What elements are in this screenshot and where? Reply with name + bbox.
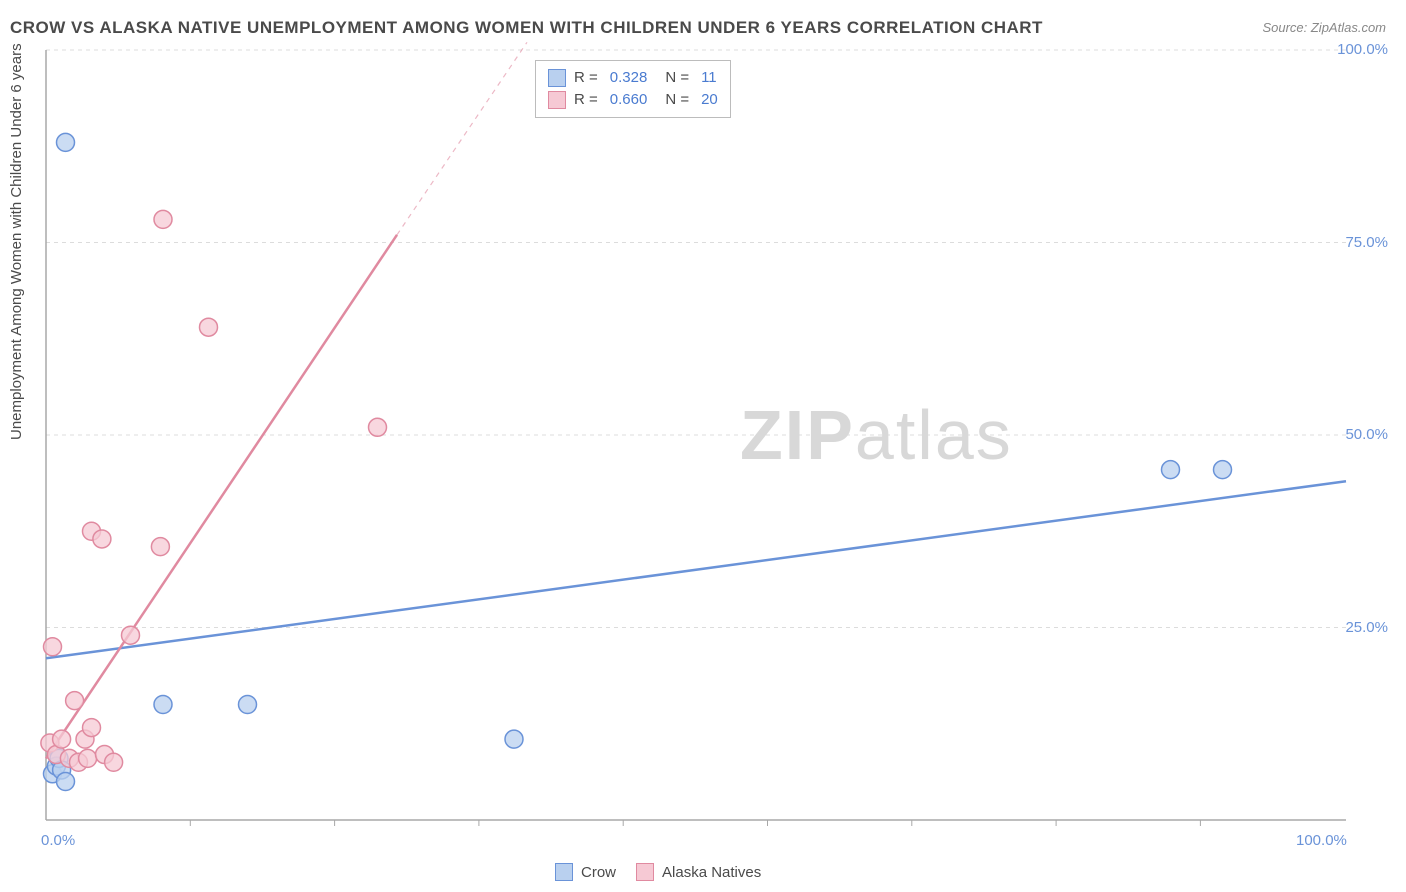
series-legend-item: Crow — [555, 863, 616, 881]
series-legend: Crow Alaska Natives — [555, 863, 761, 881]
y-tick-label: 25.0% — [1345, 619, 1388, 636]
legend-row: R = 0.328 N = 11 — [548, 67, 718, 89]
legend-r-value: 0.328 — [610, 67, 648, 89]
legend-swatch — [636, 863, 654, 881]
legend-n-label: N = — [665, 89, 689, 111]
x-tick-label: 100.0% — [1296, 832, 1347, 849]
legend-r-label: R = — [574, 89, 598, 111]
legend-r-value: 0.660 — [610, 89, 648, 111]
series-name: Alaska Natives — [662, 864, 761, 881]
legend-n-value: 11 — [701, 67, 717, 89]
correlation-legend: R = 0.328 N = 11 R = 0.660 N = 20 — [535, 60, 731, 118]
series-name: Crow — [581, 864, 616, 881]
legend-n-value: 20 — [701, 89, 718, 111]
legend-row: R = 0.660 N = 20 — [548, 89, 718, 111]
y-tick-label: 100.0% — [1337, 41, 1388, 58]
legend-r-label: R = — [574, 67, 598, 89]
y-tick-label: 75.0% — [1345, 234, 1388, 251]
legend-swatch — [555, 863, 573, 881]
correlation-chart — [0, 0, 1406, 892]
legend-n-label: N = — [665, 67, 689, 89]
x-tick-label: 0.0% — [41, 832, 75, 849]
series-legend-item: Alaska Natives — [636, 863, 761, 881]
legend-swatch — [548, 91, 566, 109]
legend-swatch — [548, 69, 566, 87]
y-tick-label: 50.0% — [1345, 426, 1388, 443]
